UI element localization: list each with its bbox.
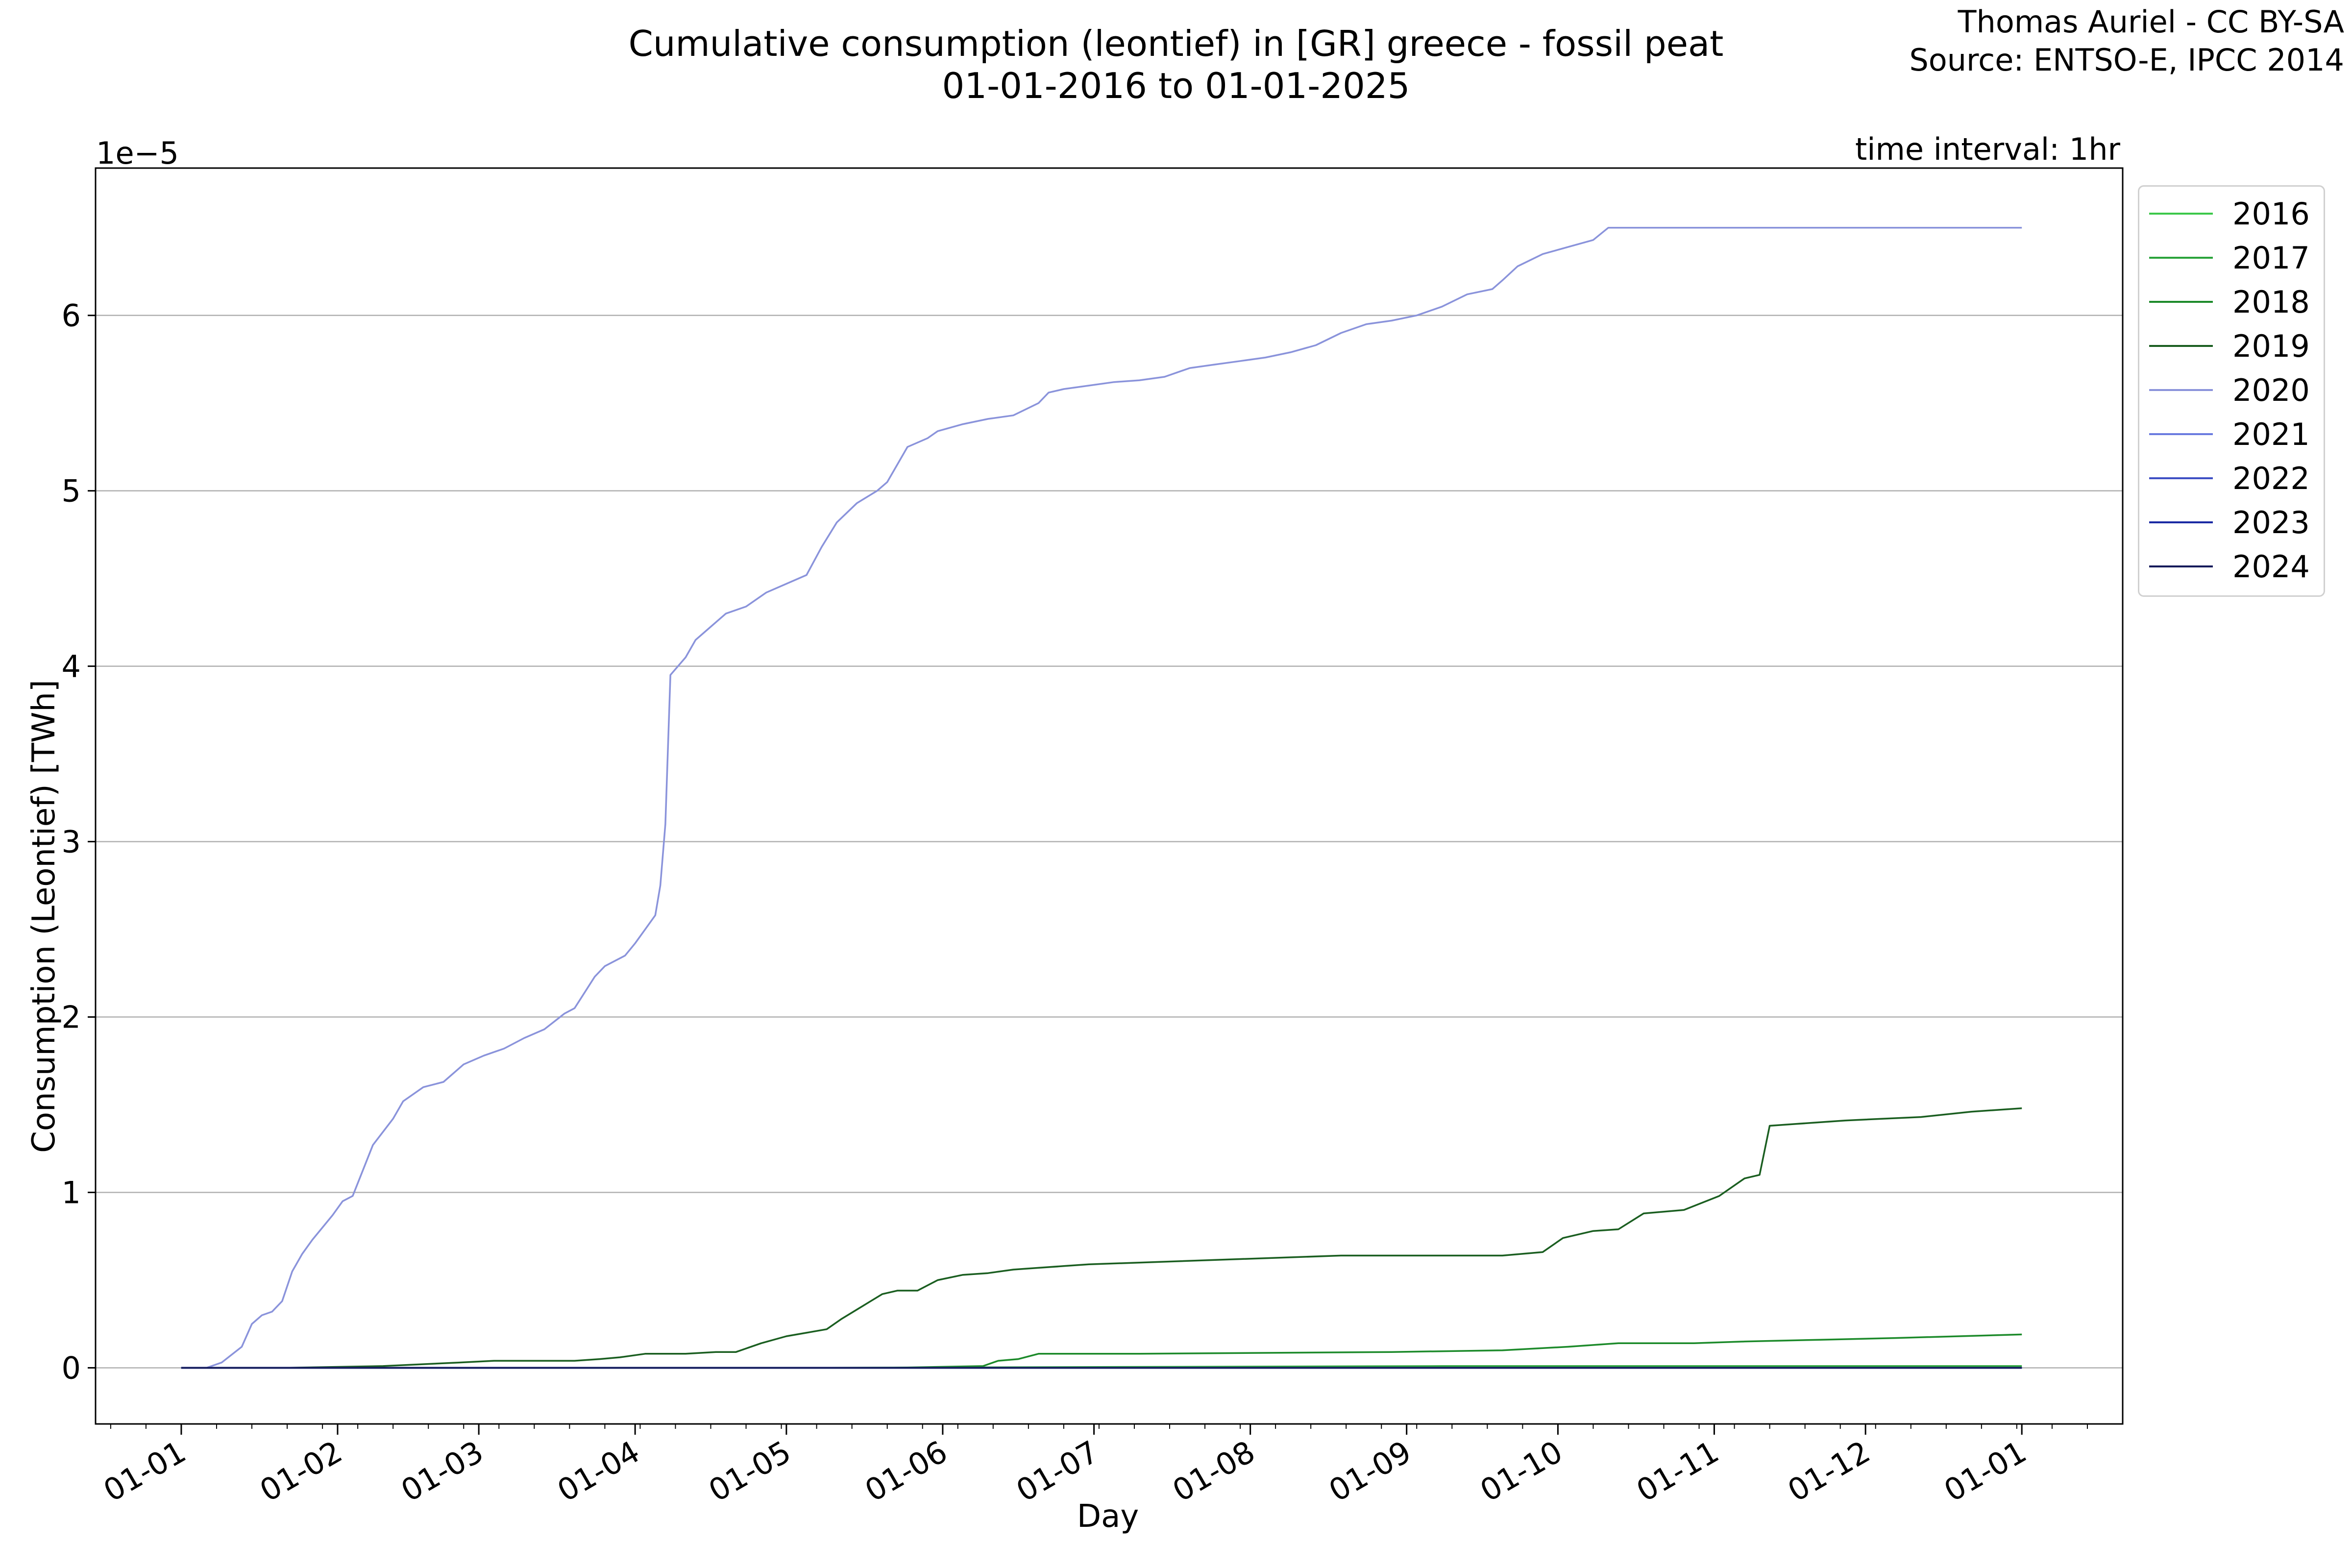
y-tick-label: 1: [62, 1175, 81, 1210]
credit-block: Thomas Auriel - CC BY-SA Source: ENTSO-E…: [1909, 3, 2344, 79]
series-line-2020: [181, 226, 2022, 1369]
legend-item: 2016: [2139, 192, 2324, 236]
credit-source: Source: ENTSO-E, IPCC 2014: [1909, 42, 2344, 78]
y-tick-label: 6: [62, 298, 81, 334]
legend-label: 2019: [2232, 328, 2310, 364]
series-line-2018: [181, 1333, 2022, 1369]
legend-item: 2017: [2139, 236, 2324, 280]
x-tick-label: 01-01: [98, 1434, 192, 1509]
legend-swatch: [2149, 213, 2213, 215]
y-tick-label: 5: [62, 473, 81, 509]
plot-frame: [95, 167, 2124, 1425]
x-tick-label: 01-11: [1630, 1434, 1725, 1509]
legend-swatch: [2149, 521, 2213, 523]
x-tick-label: 01-05: [703, 1434, 797, 1509]
legend-label: 2016: [2232, 196, 2310, 232]
legend-label: 2017: [2232, 240, 2310, 276]
y-axis-offset-label: 1e−5: [96, 135, 179, 171]
x-tick-label: 01-03: [395, 1434, 490, 1509]
y-tick-label: 3: [62, 824, 81, 860]
legend-label: 2023: [2232, 504, 2310, 540]
legend-label: 2020: [2232, 372, 2310, 408]
legend-item: 2021: [2139, 412, 2324, 456]
y-tick-label: 4: [62, 649, 81, 685]
x-tick-label: 01-04: [551, 1434, 646, 1509]
y-tick-label: 0: [62, 1350, 81, 1386]
legend-item: 2022: [2139, 456, 2324, 500]
legend-swatch: [2149, 433, 2213, 435]
y-tick-label: 2: [62, 1000, 81, 1035]
legend-swatch: [2149, 257, 2213, 259]
legend-label: 2024: [2232, 548, 2310, 585]
x-tick-label: 01-10: [1474, 1434, 1568, 1509]
x-tick-label: 01-08: [1167, 1434, 1261, 1509]
legend-item: 2023: [2139, 500, 2324, 544]
x-tick-label: 01-02: [254, 1434, 348, 1509]
legend-item: 2019: [2139, 324, 2324, 368]
chart-title-line1: Cumulative consumption (leontief) in [GR…: [628, 23, 1724, 64]
x-tick-label: 01-06: [859, 1434, 954, 1509]
x-axis-label: Day: [1077, 1498, 1139, 1535]
legend-swatch: [2149, 389, 2213, 391]
time-interval-label: time interval: 1hr: [1855, 131, 2120, 167]
legend-item: 2018: [2139, 280, 2324, 324]
legend-item: 2024: [2139, 544, 2324, 588]
legend-swatch: [2149, 301, 2213, 303]
x-tick-label: 01-12: [1782, 1434, 1876, 1509]
legend-label: 2021: [2232, 416, 2310, 452]
legend-label: 2018: [2232, 284, 2310, 320]
chart-title-line2: 01-01-2016 to 01-01-2025: [942, 65, 1410, 106]
legend-label: 2022: [2232, 460, 2310, 496]
legend-swatch: [2149, 477, 2213, 479]
legend-item: 2020: [2139, 368, 2324, 412]
legend-swatch: [2149, 565, 2213, 567]
credit-author: Thomas Auriel - CC BY-SA: [1958, 4, 2344, 40]
legend-swatch: [2149, 345, 2213, 347]
x-tick-label: 01-07: [1010, 1434, 1105, 1509]
series-line-2019: [181, 1107, 2022, 1369]
x-tick-label: 01-01: [1938, 1434, 2033, 1509]
x-tick-label: 01-09: [1323, 1434, 1418, 1509]
legend: 2016 2017 2018 2019 2020 2021 2022 2023 2024: [2138, 185, 2325, 597]
chart-title: Cumulative consumption (leontief) in [GR…: [0, 23, 2352, 107]
